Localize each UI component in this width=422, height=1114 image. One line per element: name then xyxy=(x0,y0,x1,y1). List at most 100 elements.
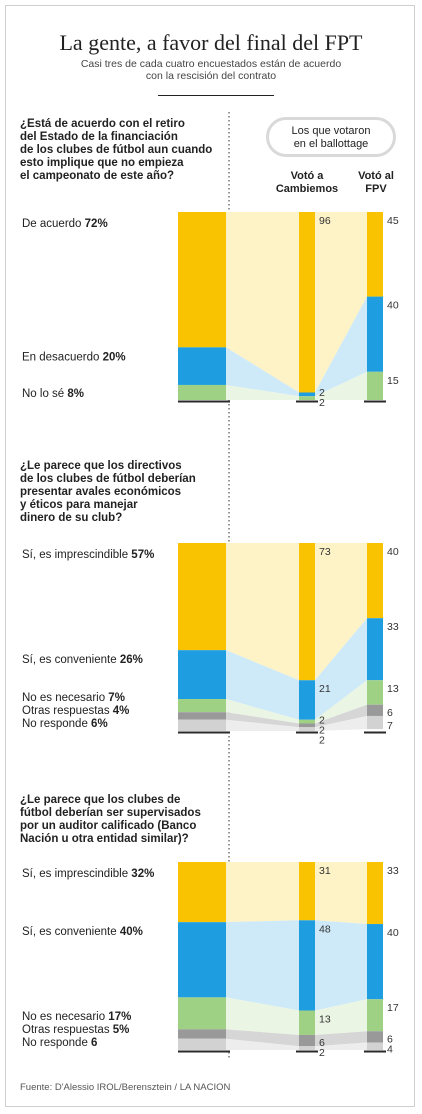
value-label: 6 xyxy=(319,1037,325,1049)
source-note: Fuente: D'Alessio IROL/Berensztein / LA … xyxy=(20,1082,231,1093)
answer-label: No responde 6 xyxy=(22,1037,97,1049)
answer-label-text: Sí, es imprescindible xyxy=(22,868,131,880)
value-label: 40 xyxy=(387,300,399,312)
question-1-line: ¿Está de acuerdo con el retiro xyxy=(20,118,185,130)
question-1: ¿Está de acuerdo con el retiro del Estad… xyxy=(20,118,235,183)
question-3-line: ¿Le parece que los clubes de xyxy=(20,794,181,806)
bar-segment xyxy=(367,680,383,705)
bar-segment xyxy=(299,396,315,400)
question-3-line: fútbol deberían ser supervisados xyxy=(20,807,201,819)
value-label: 40 xyxy=(387,927,399,939)
answer-label-text: Sí, es conveniente xyxy=(22,926,120,938)
question-2-line: y éticos para manejar xyxy=(20,499,138,511)
value-label: 2 xyxy=(319,387,325,399)
bar-segment xyxy=(299,920,315,1011)
question-1-line: de los clubes de fútbol aun cuando xyxy=(20,144,213,156)
bar-segment xyxy=(178,650,226,700)
question-2-line: de los clubes de fútbol deberían xyxy=(20,473,196,485)
flow-band xyxy=(315,212,367,393)
value-label: 2 xyxy=(319,734,325,746)
answer-value: 4% xyxy=(113,705,130,717)
answer-value: 6 xyxy=(91,1037,97,1049)
flow-band xyxy=(315,680,367,724)
answer-label-text: No responde xyxy=(22,718,91,730)
bar-segment xyxy=(367,715,383,730)
bar-segment xyxy=(178,699,226,713)
flow-band xyxy=(315,371,367,400)
flow-band xyxy=(315,704,367,728)
flow-band xyxy=(226,212,299,393)
value-label: 15 xyxy=(387,375,399,387)
flow-band xyxy=(226,543,299,681)
answer-label: No es necesario 17% xyxy=(22,1011,131,1023)
frame-border xyxy=(5,5,415,1107)
question-2: ¿Le parece que los directivos de los clu… xyxy=(20,460,235,525)
answer-label: Otras respuestas 4% xyxy=(22,705,129,717)
answer-label-text: Sí, es conveniente xyxy=(22,654,120,666)
answer-label-text: En desacuerdo xyxy=(22,351,103,363)
answer-label-text: Otras respuestas xyxy=(22,705,113,717)
value-label: 33 xyxy=(387,621,399,633)
title-underline xyxy=(158,95,274,96)
value-label: 2 xyxy=(319,714,325,726)
value-label: 96 xyxy=(319,215,331,227)
column-header-cambiemos-line-1: Votó a xyxy=(290,170,324,182)
bar-segment xyxy=(299,723,315,728)
bar-segment xyxy=(299,727,315,731)
value-label: 2 xyxy=(319,1047,325,1059)
column-header-cambiemos: Votó a Cambiemos xyxy=(272,170,342,196)
bar-segment xyxy=(367,999,383,1032)
flow-band xyxy=(315,920,367,1011)
bar-segment xyxy=(299,1046,315,1050)
column-header-fpv: Votó al FPV xyxy=(350,170,402,196)
answer-value: 72% xyxy=(85,218,108,230)
flow-band xyxy=(315,618,367,720)
bar-segment xyxy=(178,347,226,385)
answer-label-text: No es necesario xyxy=(22,1011,108,1023)
flow-band xyxy=(315,862,367,925)
value-label: 6 xyxy=(387,1033,393,1045)
bar-segment xyxy=(367,618,383,681)
answer-label: Sí, es conveniente 26% xyxy=(22,654,143,666)
question-3-line: por un auditor calificado (Banco xyxy=(20,820,197,832)
bar-segment xyxy=(178,712,226,720)
answer-value: 57% xyxy=(131,549,154,561)
answer-value: 5% xyxy=(113,1024,130,1036)
answer-label: No responde 6% xyxy=(22,718,108,730)
bar-segment xyxy=(299,719,315,724)
flow-band xyxy=(226,920,299,1011)
subtitle-line-2: con la rescisión del contrato xyxy=(145,70,277,82)
column-header-fpv-line-2: FPV xyxy=(365,183,387,195)
flow-band xyxy=(315,715,367,731)
bar-segment xyxy=(178,212,226,348)
flow-band xyxy=(226,650,299,720)
value-label: 33 xyxy=(387,865,399,877)
value-label: 7 xyxy=(387,720,393,732)
flow-band xyxy=(226,384,299,400)
value-label: 13 xyxy=(387,683,399,695)
bar-segment xyxy=(178,543,226,651)
bar-segment xyxy=(367,862,383,925)
bar-segment xyxy=(178,1029,226,1039)
bar-segment xyxy=(299,212,315,393)
answer-label: De acuerdo 72% xyxy=(22,218,108,230)
value-label: 2 xyxy=(319,724,325,736)
question-3-line: Nación u otra entidad similar)? xyxy=(20,833,189,845)
value-label: 21 xyxy=(319,683,331,695)
answer-label-text: No responde xyxy=(22,1037,91,1049)
bar-segment xyxy=(299,680,315,720)
flow-band xyxy=(226,699,299,724)
flow-band xyxy=(226,1029,299,1047)
answer-value: 6% xyxy=(91,718,108,730)
question-2-line: ¿Le parece que los directivos xyxy=(20,460,182,472)
value-label: 45 xyxy=(387,215,399,227)
bar-segment xyxy=(299,1010,315,1035)
answer-label-text: No lo sé xyxy=(22,388,67,400)
question-1-line: esto implique que no empieza xyxy=(20,157,184,169)
answer-label-text: Otras respuestas xyxy=(22,1024,113,1036)
bar-segment xyxy=(367,543,383,619)
bar-segment xyxy=(299,862,315,921)
flow-band xyxy=(315,1031,367,1047)
question-1-line: del Estado de la financiación xyxy=(20,131,178,143)
question-1-line: el campeonato de este año? xyxy=(20,170,175,182)
